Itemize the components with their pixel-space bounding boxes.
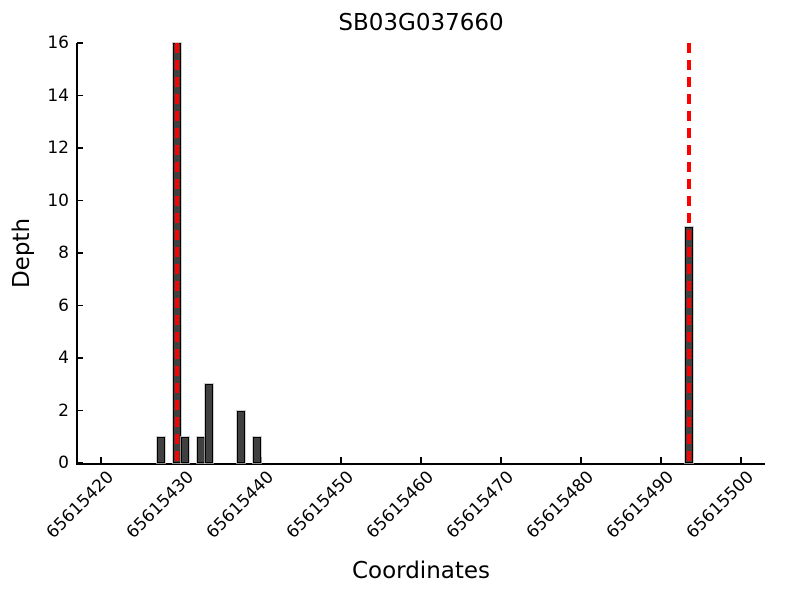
- y-tick-label: 8: [58, 243, 69, 263]
- y-tick-label: 0: [58, 453, 69, 473]
- x-tick-label: 65615460: [363, 467, 439, 543]
- x-tick-label: 65615420: [43, 467, 119, 543]
- depth-bar: [197, 436, 205, 463]
- x-tick-mark: [420, 457, 422, 463]
- depth-bar: [157, 436, 165, 463]
- y-tick-mark: [77, 147, 83, 149]
- x-tick-mark: [340, 457, 342, 463]
- x-tick-mark: [740, 457, 742, 463]
- y-tick-label: 12: [47, 138, 69, 158]
- x-tick-label: 65615500: [683, 467, 759, 543]
- depth-bar: [253, 436, 261, 463]
- x-axis-spine: [76, 463, 765, 465]
- x-tick-mark: [260, 457, 262, 463]
- marker-dashed-line: [687, 43, 691, 463]
- depth-bar: [181, 436, 189, 463]
- y-tick-label: 2: [58, 400, 69, 421]
- y-tick-mark: [77, 357, 83, 359]
- x-tick-mark: [660, 457, 662, 463]
- y-tick-mark: [77, 42, 83, 44]
- y-tick-label: 6: [58, 295, 69, 316]
- depth-bar: [237, 410, 245, 463]
- y-tick-mark: [77, 304, 83, 307]
- y-tick-label: 14: [47, 85, 69, 106]
- x-tick-mark: [100, 457, 102, 463]
- marker-dashed-line: [175, 43, 179, 463]
- y-tick-mark: [77, 462, 83, 464]
- x-tick-label: 65615440: [203, 467, 279, 543]
- x-tick-label: 65615480: [523, 467, 599, 543]
- y-tick-label: 4: [58, 348, 69, 368]
- y-tick-mark: [77, 409, 83, 412]
- y-tick-mark: [77, 199, 83, 202]
- y-tick-mark: [77, 94, 83, 97]
- chart-title: SB03G037660: [338, 10, 504, 36]
- y-tick-label: 10: [47, 190, 69, 211]
- x-axis-label: Coordinates: [351, 558, 491, 584]
- x-tick-label: 65615450: [283, 467, 359, 543]
- x-tick-label: 65615470: [443, 467, 519, 543]
- x-tick-label: 65615490: [603, 467, 679, 543]
- depth-bar: [205, 384, 213, 463]
- x-tick-label: 65615430: [123, 467, 199, 543]
- y-tick-label: 16: [47, 33, 69, 53]
- x-tick-mark: [500, 457, 502, 463]
- x-tick-mark: [580, 457, 582, 463]
- y-axis-spine: [76, 43, 78, 465]
- y-tick-mark: [77, 252, 83, 254]
